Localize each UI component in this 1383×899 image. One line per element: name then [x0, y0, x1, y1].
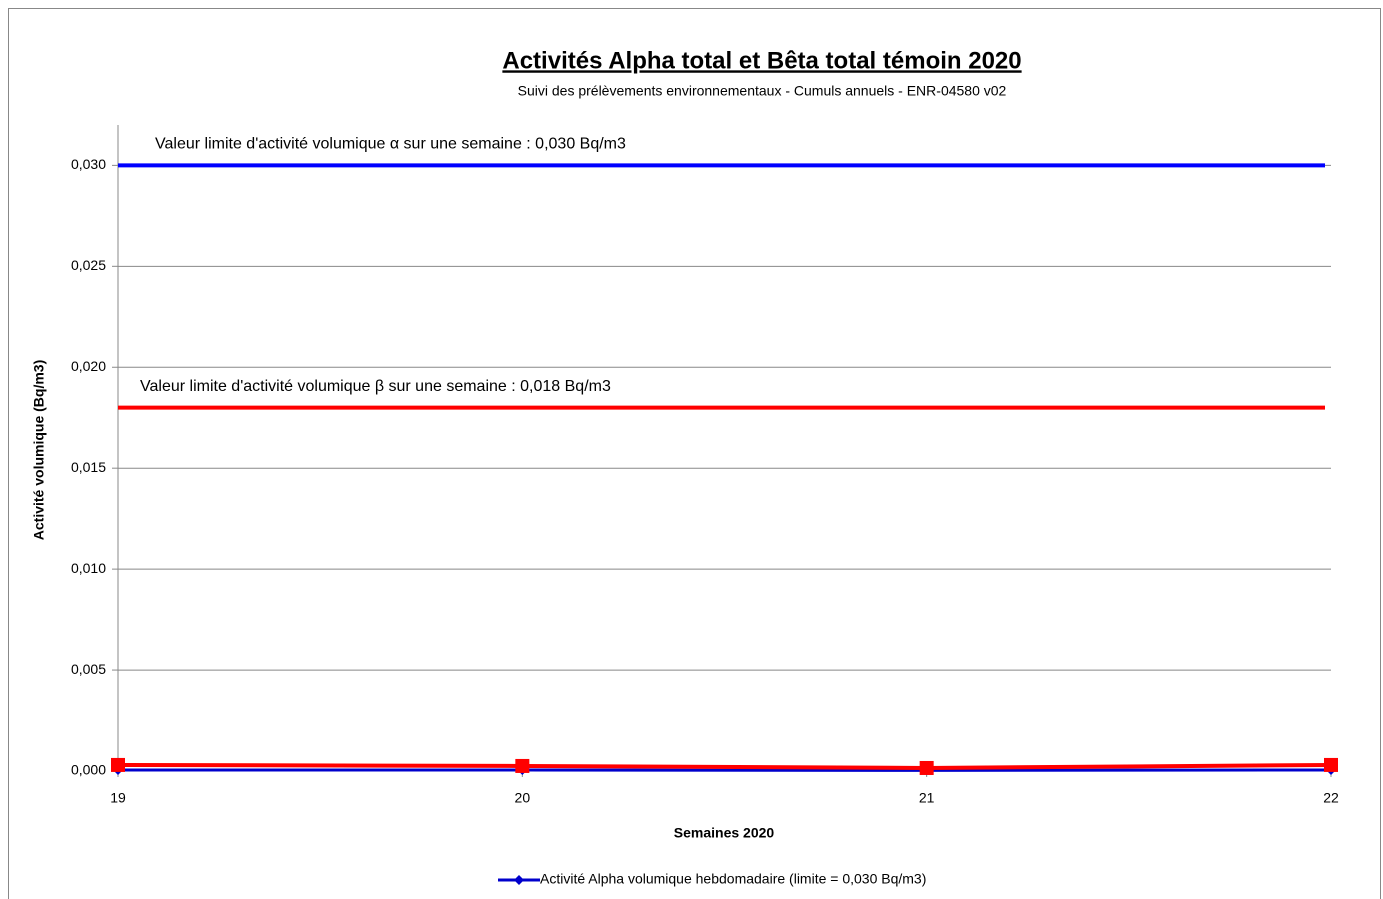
chart-border — [8, 8, 1381, 899]
y-tick-label: 0,030 — [71, 156, 106, 172]
y-axis-label: Activité volumique (Bq/m3) — [31, 360, 47, 540]
y-tick-label: 0,005 — [71, 661, 106, 677]
x-tick-label: 21 — [919, 790, 935, 806]
marker — [111, 757, 125, 772]
x-tick-label: 19 — [110, 790, 126, 806]
y-tick-label: 0,010 — [71, 560, 106, 576]
marker — [919, 760, 934, 775]
x-axis-label: Semaines 2020 — [674, 825, 775, 841]
chart-subtitle: Suivi des prélèvements environnementaux … — [518, 83, 1007, 99]
x-tick-label: 20 — [515, 790, 531, 806]
marker — [1324, 757, 1338, 772]
y-tick-label: 0,025 — [71, 257, 106, 273]
legend-marker — [514, 875, 524, 885]
reference-label: Valeur limite d'activité volumique β sur… — [140, 378, 611, 395]
reference-label: Valeur limite d'activité volumique α sur… — [155, 136, 626, 153]
series-line — [117, 762, 1332, 770]
y-tick-label: 0,020 — [71, 358, 106, 374]
legend-label: Activité Alpha volumique hebdomadaire (l… — [540, 871, 926, 887]
x-tick-label: 22 — [1323, 790, 1339, 806]
y-tick-label: 0,000 — [71, 762, 106, 778]
marker — [515, 758, 530, 773]
y-tick-label: 0,015 — [71, 459, 106, 475]
chart-title: Activités Alpha total et Bêta total témo… — [502, 47, 1021, 74]
